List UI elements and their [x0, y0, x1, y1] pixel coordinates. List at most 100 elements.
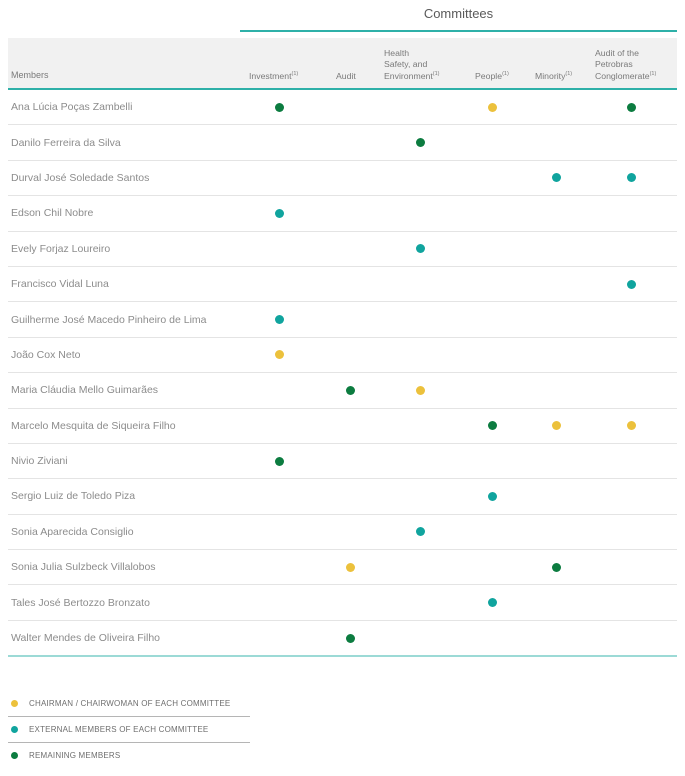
table-row: Durval José Soledade Santos: [8, 161, 677, 197]
member-name: Sonia Aparecida Consiglio: [11, 525, 134, 538]
table-row: Evely Forjaz Loureiro: [8, 232, 677, 267]
cell-people: [458, 491, 526, 501]
membership-dot-chair: [551, 421, 561, 431]
member-name: Francisco Vidal Luna: [11, 278, 109, 291]
column-header-text: Audit: [336, 70, 356, 81]
legend-dot-remaining: [11, 752, 18, 759]
membership-dot-remaining: [627, 102, 636, 112]
column-header-text: Audit of the: [595, 47, 639, 58]
cell-investment: [240, 456, 318, 466]
committees-underline: [240, 30, 677, 32]
member-name: Maria Cláudia Mello Guimarães: [11, 384, 159, 397]
column-header-text: Health: [384, 47, 410, 58]
member-name: Ana Lúcia Poças Zambelli: [11, 101, 133, 114]
membership-dot-remaining: [487, 421, 497, 431]
member-name: Sonia Julia Sulzbeck Villalobos: [11, 561, 156, 574]
cell-audit: [318, 385, 382, 395]
cell-hse: [382, 527, 458, 537]
column-header-line: Safety, and: [384, 59, 458, 70]
cell-investment: [240, 350, 318, 360]
cell-conglomerate: [586, 421, 677, 431]
membership-dot-remaining: [415, 138, 425, 148]
footnote-marker: (1): [502, 70, 509, 77]
member-name: Nivio Ziviani: [11, 455, 68, 468]
committees-table: Members Investment(1) Audit Health Safety, …: [8, 38, 677, 658]
cell-audit: [318, 633, 382, 643]
column-header-line: Minority(1): [535, 71, 586, 82]
committees-title: Committees: [423, 6, 494, 21]
table-row: Ana Lúcia Poças Zambelli: [8, 90, 677, 126]
table-row: Sonia Julia Sulzbeck Villalobos: [8, 550, 677, 586]
column-header-hse: Health Safety, and Environment(1): [382, 48, 458, 88]
membership-dot-remaining: [345, 385, 355, 395]
column-header-text: Minority: [535, 70, 566, 81]
table-row: Walter Mendes de Oliveira Filho: [8, 621, 677, 655]
member-name: Sergio Luiz de Toledo Piza: [11, 490, 136, 503]
member-name: Durval José Soledade Santos: [11, 171, 150, 184]
member-name: Guilherme José Macedo Pinheiro de Lima: [11, 313, 207, 326]
table-header: Members Investment(1) Audit Health Safety, …: [8, 38, 677, 90]
member-name: Marcelo Mesquita de Siqueira Filho: [11, 419, 176, 432]
cell-investment: [240, 315, 318, 325]
legend-item-remaining: REMAINING MEMBERS: [8, 743, 250, 768]
cell-hse: [382, 385, 458, 395]
cell-people: [458, 421, 526, 431]
membership-dot-chair: [345, 562, 355, 572]
legend-item-chair: CHAIRMAN / CHAIRWOMAN OF EACH COMMITTEE: [8, 691, 250, 717]
cell-people: [458, 102, 526, 112]
membership-dot-chair: [487, 102, 497, 112]
membership-dot-external: [627, 173, 636, 183]
table-row: Danilo Ferreira da Silva: [8, 125, 677, 161]
cell-people: [458, 598, 526, 608]
column-header-line: Audit of the: [595, 48, 677, 59]
cell-hse: [382, 244, 458, 254]
membership-dot-external: [274, 208, 284, 218]
member-name: João Cox Neto: [11, 348, 81, 361]
cell-conglomerate: [586, 173, 677, 183]
footnote-marker: (1): [291, 70, 299, 77]
cell-conglomerate: [586, 279, 677, 289]
membership-dot-remaining: [274, 102, 284, 112]
column-header-line: Environment(1): [384, 71, 458, 82]
column-header-text: Safety, and: [384, 59, 428, 70]
members-column-header: Members: [11, 70, 49, 81]
cell-audit: [318, 562, 382, 572]
column-header-text: Conglomerate: [595, 70, 650, 81]
cell-minority: [526, 173, 586, 183]
table-row: Edson Chil Nobre: [8, 196, 677, 232]
legend-label: EXTERNAL MEMBERS OF EACH COMMITTEE: [29, 725, 209, 734]
membership-dot-chair: [415, 385, 425, 395]
table-body: Ana Lúcia Poças Zambelli Danilo Ferreira …: [8, 90, 677, 658]
membership-dot-external: [274, 315, 284, 325]
column-header-investment: Investment(1): [240, 71, 318, 88]
membership-dot-remaining: [274, 456, 284, 466]
column-header-minority: Minority(1): [526, 71, 586, 88]
column-header-line: Investment(1): [249, 71, 318, 82]
table-row: Sonia Aparecida Consiglio: [8, 515, 677, 551]
membership-dot-external: [487, 598, 497, 608]
legend-item-external: EXTERNAL MEMBERS OF EACH COMMITTEE: [8, 717, 250, 743]
member-name: Walter Mendes de Oliveira Filho: [11, 632, 160, 645]
table-row: Francisco Vidal Luna: [8, 267, 677, 303]
column-header-text: People: [475, 70, 503, 81]
legend-dot-chair: [11, 700, 18, 707]
cell-investment: [240, 208, 318, 218]
table-row: Marcelo Mesquita de Siqueira Filho: [8, 409, 677, 444]
membership-dot-external: [551, 173, 561, 183]
column-header-text: Investment: [249, 70, 292, 81]
membership-dot-chair: [627, 421, 636, 431]
membership-dot-chair: [274, 350, 284, 360]
legend: CHAIRMAN / CHAIRWOMAN OF EACH COMMITTEE E…: [8, 691, 250, 768]
membership-dot-external: [415, 527, 425, 537]
membership-dot-remaining: [345, 633, 355, 643]
column-header-line: People(1): [475, 71, 526, 82]
cell-conglomerate: [586, 102, 677, 112]
legend-dot-external: [11, 726, 18, 733]
legend-label: REMAINING MEMBERS: [29, 751, 121, 760]
member-name: Tales José Bertozzo Bronzato: [11, 596, 150, 609]
membership-dot-external: [487, 491, 497, 501]
cell-minority: [526, 562, 586, 572]
membership-dot-external: [415, 244, 425, 254]
column-header-conglomerate: Audit of the Petrobras Conglomerate(1): [586, 48, 677, 88]
column-header-text: Environment: [384, 70, 433, 81]
